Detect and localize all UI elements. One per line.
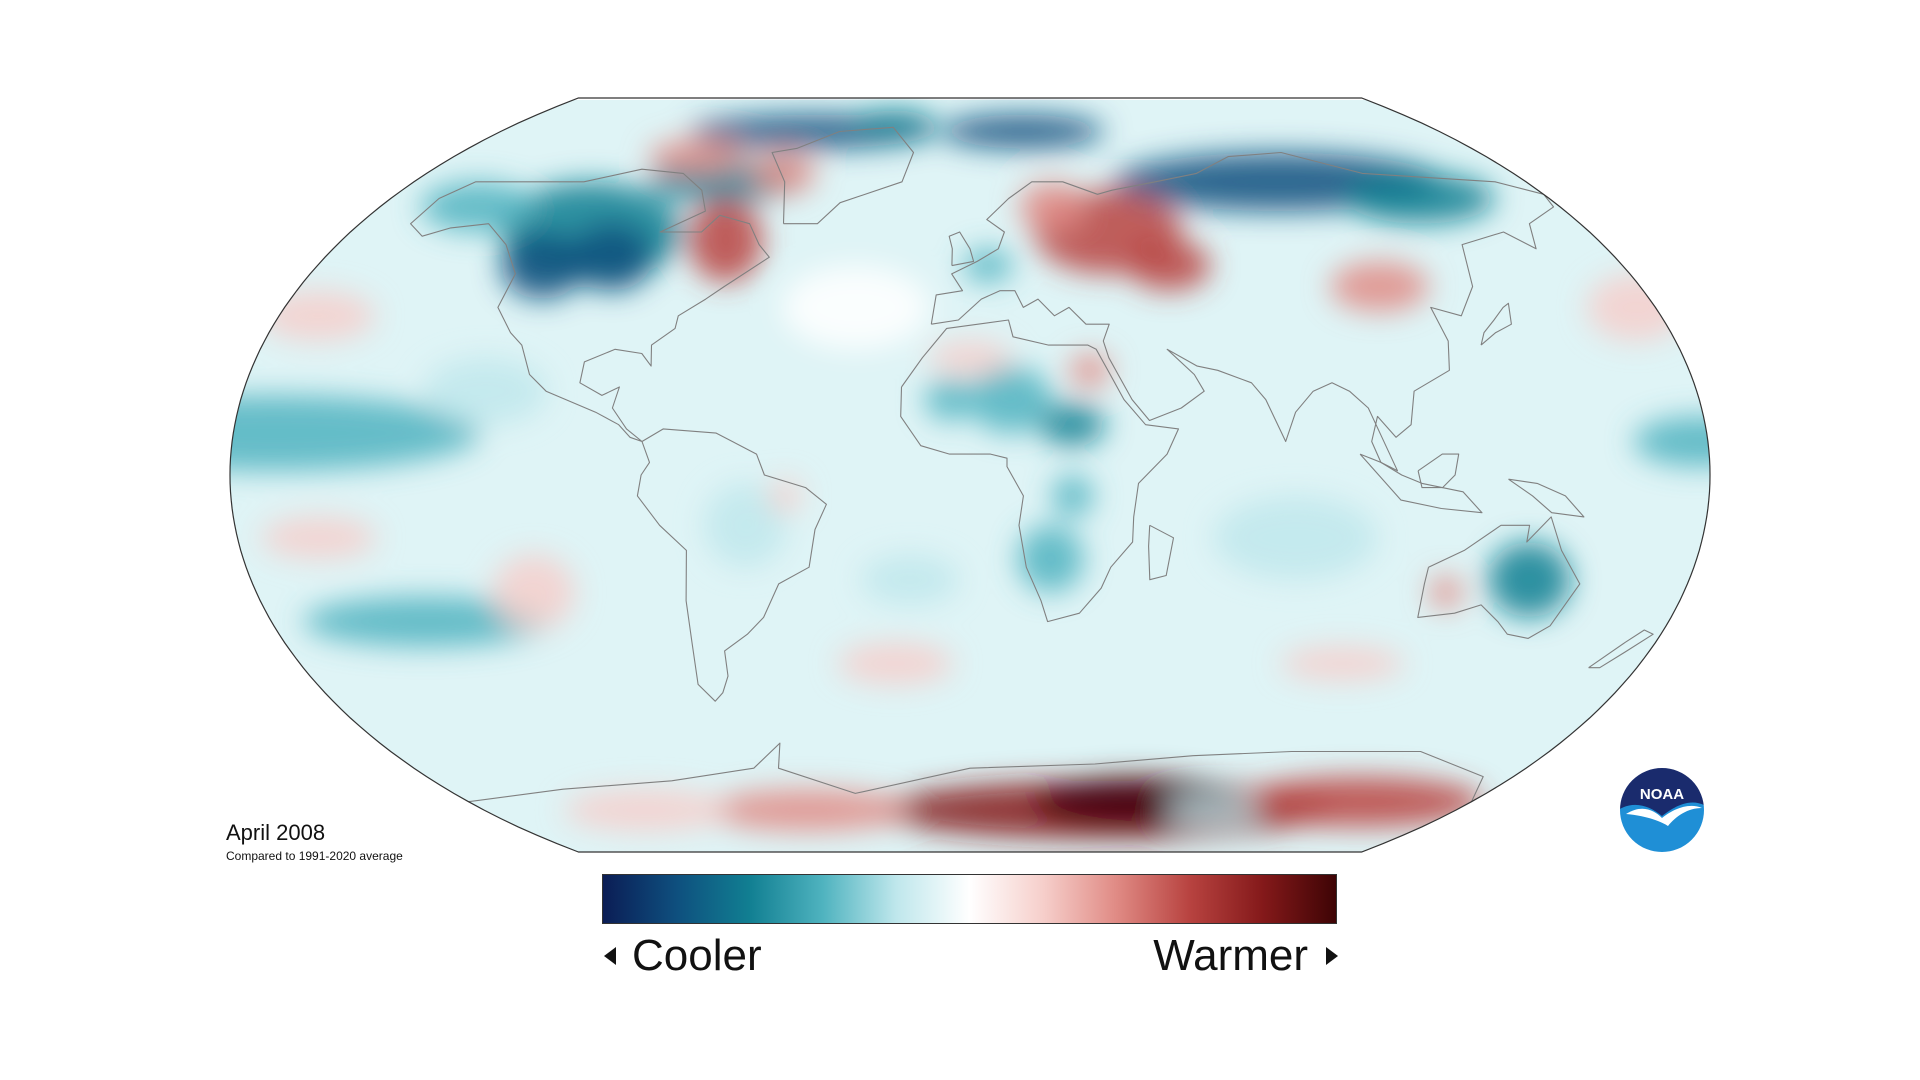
anomaly-patch xyxy=(1039,403,1105,446)
coastline-new-zealand xyxy=(1588,629,1654,669)
noaa-logo-text: NOAA xyxy=(1640,786,1684,803)
coastline-africa xyxy=(900,319,1180,623)
coastline-greenland xyxy=(771,126,915,225)
anomaly-patch xyxy=(1128,240,1211,291)
coastline-indonesia xyxy=(1359,453,1483,514)
anomaly-patch xyxy=(570,223,653,291)
arrow-left-icon xyxy=(604,947,616,965)
anomaly-patch xyxy=(837,642,954,685)
anomaly-patch xyxy=(1163,797,1263,823)
coastline-borneo xyxy=(1417,453,1460,489)
coastline-north-america xyxy=(410,168,770,443)
legend-warmer-label: Warmer xyxy=(1153,931,1308,980)
map-subtitle: Compared to 1991-2020 average xyxy=(226,849,403,863)
coastline-new-guinea xyxy=(1508,478,1585,518)
anomaly-patch xyxy=(230,395,480,471)
map-caption: April 2008 Compared to 1991-2020 average xyxy=(226,820,403,864)
anomaly-patch xyxy=(860,554,960,605)
anomaly-patch xyxy=(1587,273,1686,341)
anomaly-patch xyxy=(1017,525,1084,593)
anomaly-patch xyxy=(563,789,729,831)
anomaly-patch xyxy=(1019,181,1085,232)
coastline-south-america xyxy=(636,428,827,702)
anomaly-patch xyxy=(259,290,376,341)
anomaly-patch xyxy=(492,554,575,630)
coastline-japan xyxy=(1480,302,1512,346)
anomaly-patch xyxy=(928,340,1012,375)
noaa-logo-icon: NOAA xyxy=(1618,766,1706,854)
color-scale-bar xyxy=(602,874,1337,924)
coastline-antarctica xyxy=(468,742,1484,803)
coastline-madagascar xyxy=(1148,524,1175,581)
globe-outline xyxy=(229,97,1711,853)
anomaly-patch xyxy=(963,248,1013,283)
anomaly-patch xyxy=(1280,646,1405,681)
anomaly-patch xyxy=(1633,416,1710,467)
anomaly-patch xyxy=(853,110,936,136)
legend-cooler-label: Cooler xyxy=(632,931,762,980)
anomaly-patch xyxy=(1488,542,1571,618)
anomaly-patch xyxy=(749,152,816,195)
anomaly-patch xyxy=(1213,495,1378,580)
anomaly-patch xyxy=(925,378,975,421)
coastline-australia xyxy=(1417,516,1581,639)
anomaly-patch xyxy=(303,596,550,647)
coastline-uk xyxy=(948,231,975,267)
legend-cooler: Cooler xyxy=(604,928,762,984)
arrow-right-icon xyxy=(1326,947,1338,965)
anomaly-patch xyxy=(423,357,548,425)
anomaly-patch xyxy=(1236,776,1484,827)
anomaly-patch xyxy=(1429,575,1463,610)
anomaly-patch xyxy=(768,479,802,513)
anomaly-patch xyxy=(648,139,747,174)
anomaly-patch xyxy=(940,114,1105,149)
coastline-europe-asia xyxy=(930,151,1555,472)
anomaly-patch xyxy=(1330,261,1429,312)
anomaly-field xyxy=(230,100,1710,852)
anomaly-patch xyxy=(1052,475,1094,517)
anomaly-patch xyxy=(704,483,787,568)
anomaly-patch xyxy=(705,789,911,831)
coastlines xyxy=(410,126,1654,803)
map-title: April 2008 xyxy=(226,820,326,845)
anomaly-patch xyxy=(1346,173,1495,224)
legend-warmer: Warmer xyxy=(1153,928,1338,984)
anomaly-patch xyxy=(781,265,930,350)
anomaly-patch xyxy=(501,232,584,300)
anomaly-patch xyxy=(1069,353,1111,388)
anomaly-patch xyxy=(688,198,763,283)
anomaly-patch xyxy=(261,516,377,559)
anomaly-patch xyxy=(969,366,1052,434)
